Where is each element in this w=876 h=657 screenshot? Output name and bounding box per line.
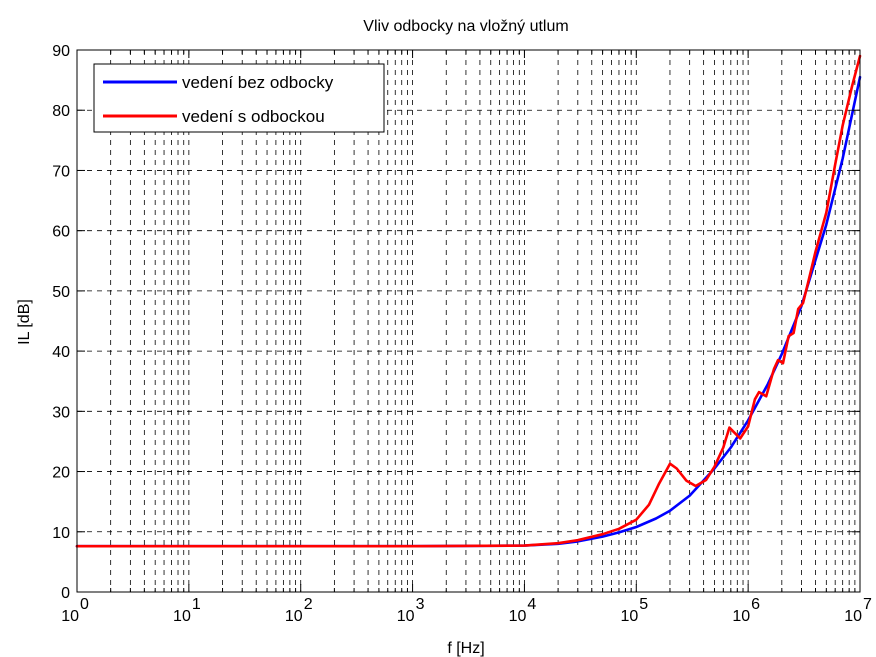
y-tick-label: 30	[52, 404, 70, 421]
y-tick-label: 80	[52, 103, 70, 120]
x-tick-label-exponent: 1	[192, 596, 201, 613]
x-axis-title: f [Hz]	[447, 640, 484, 657]
legend-label-0: vedení bez odbocky	[182, 73, 334, 92]
x-tick-label-base: 10	[61, 608, 79, 625]
x-tick-label: 100	[61, 596, 89, 625]
y-tick-label: 0	[61, 585, 70, 602]
y-tick-label: 90	[52, 43, 70, 60]
chart-title: Vliv odbocky na vložný utlum	[363, 18, 568, 35]
grid-lines	[77, 50, 860, 592]
x-tick-label-base: 10	[285, 608, 303, 625]
y-tick-label: 20	[52, 465, 70, 482]
y-tick-labels: 0 10 20 30 40 50 60 70 80 90	[52, 43, 70, 602]
x-tick-label: 103	[397, 596, 425, 625]
plot-frame	[76, 49, 861, 593]
x-tick-label: 107	[844, 596, 872, 625]
x-tick-label: 106	[732, 596, 760, 625]
y-tick-label: 10	[52, 525, 70, 542]
y-axis-title: IL [dB]	[16, 299, 33, 345]
x-tick-label: 104	[509, 596, 537, 625]
x-tick-label-base: 10	[732, 608, 750, 625]
x-tick-label-exponent: 5	[639, 596, 648, 613]
series-layer	[75, 54, 862, 548]
x-tick-label: 101	[173, 596, 201, 625]
x-tick-label-exponent: 4	[527, 596, 536, 613]
x-tick-label-exponent: 0	[80, 596, 89, 613]
plot-area	[77, 50, 860, 592]
x-tick-label: 105	[620, 596, 648, 625]
legend-box	[93, 63, 385, 133]
x-tick-label-exponent: 2	[304, 596, 313, 613]
legend: vedení bez odbocky vedení s odbockou	[93, 63, 385, 133]
x-tick-label-exponent: 7	[863, 596, 872, 613]
x-tick-label-base: 10	[844, 608, 862, 625]
x-tick-label-base: 10	[173, 608, 191, 625]
x-tick-label-base: 10	[620, 608, 638, 625]
y-tick-label: 70	[52, 163, 70, 180]
x-tick-label-exponent: 6	[751, 596, 760, 613]
y-tick-label: 40	[52, 344, 70, 361]
y-tick-label: 60	[52, 224, 70, 241]
x-tick-label-base: 10	[397, 608, 415, 625]
axis-ticks	[77, 49, 860, 593]
series-line-1	[75, 54, 862, 548]
x-tick-label-base: 10	[509, 608, 527, 625]
legend-label-1: vedení s odbockou	[182, 107, 325, 126]
x-tick-label-exponent: 3	[416, 596, 425, 613]
y-tick-label: 50	[52, 284, 70, 301]
x-tick-label: 102	[285, 596, 313, 625]
